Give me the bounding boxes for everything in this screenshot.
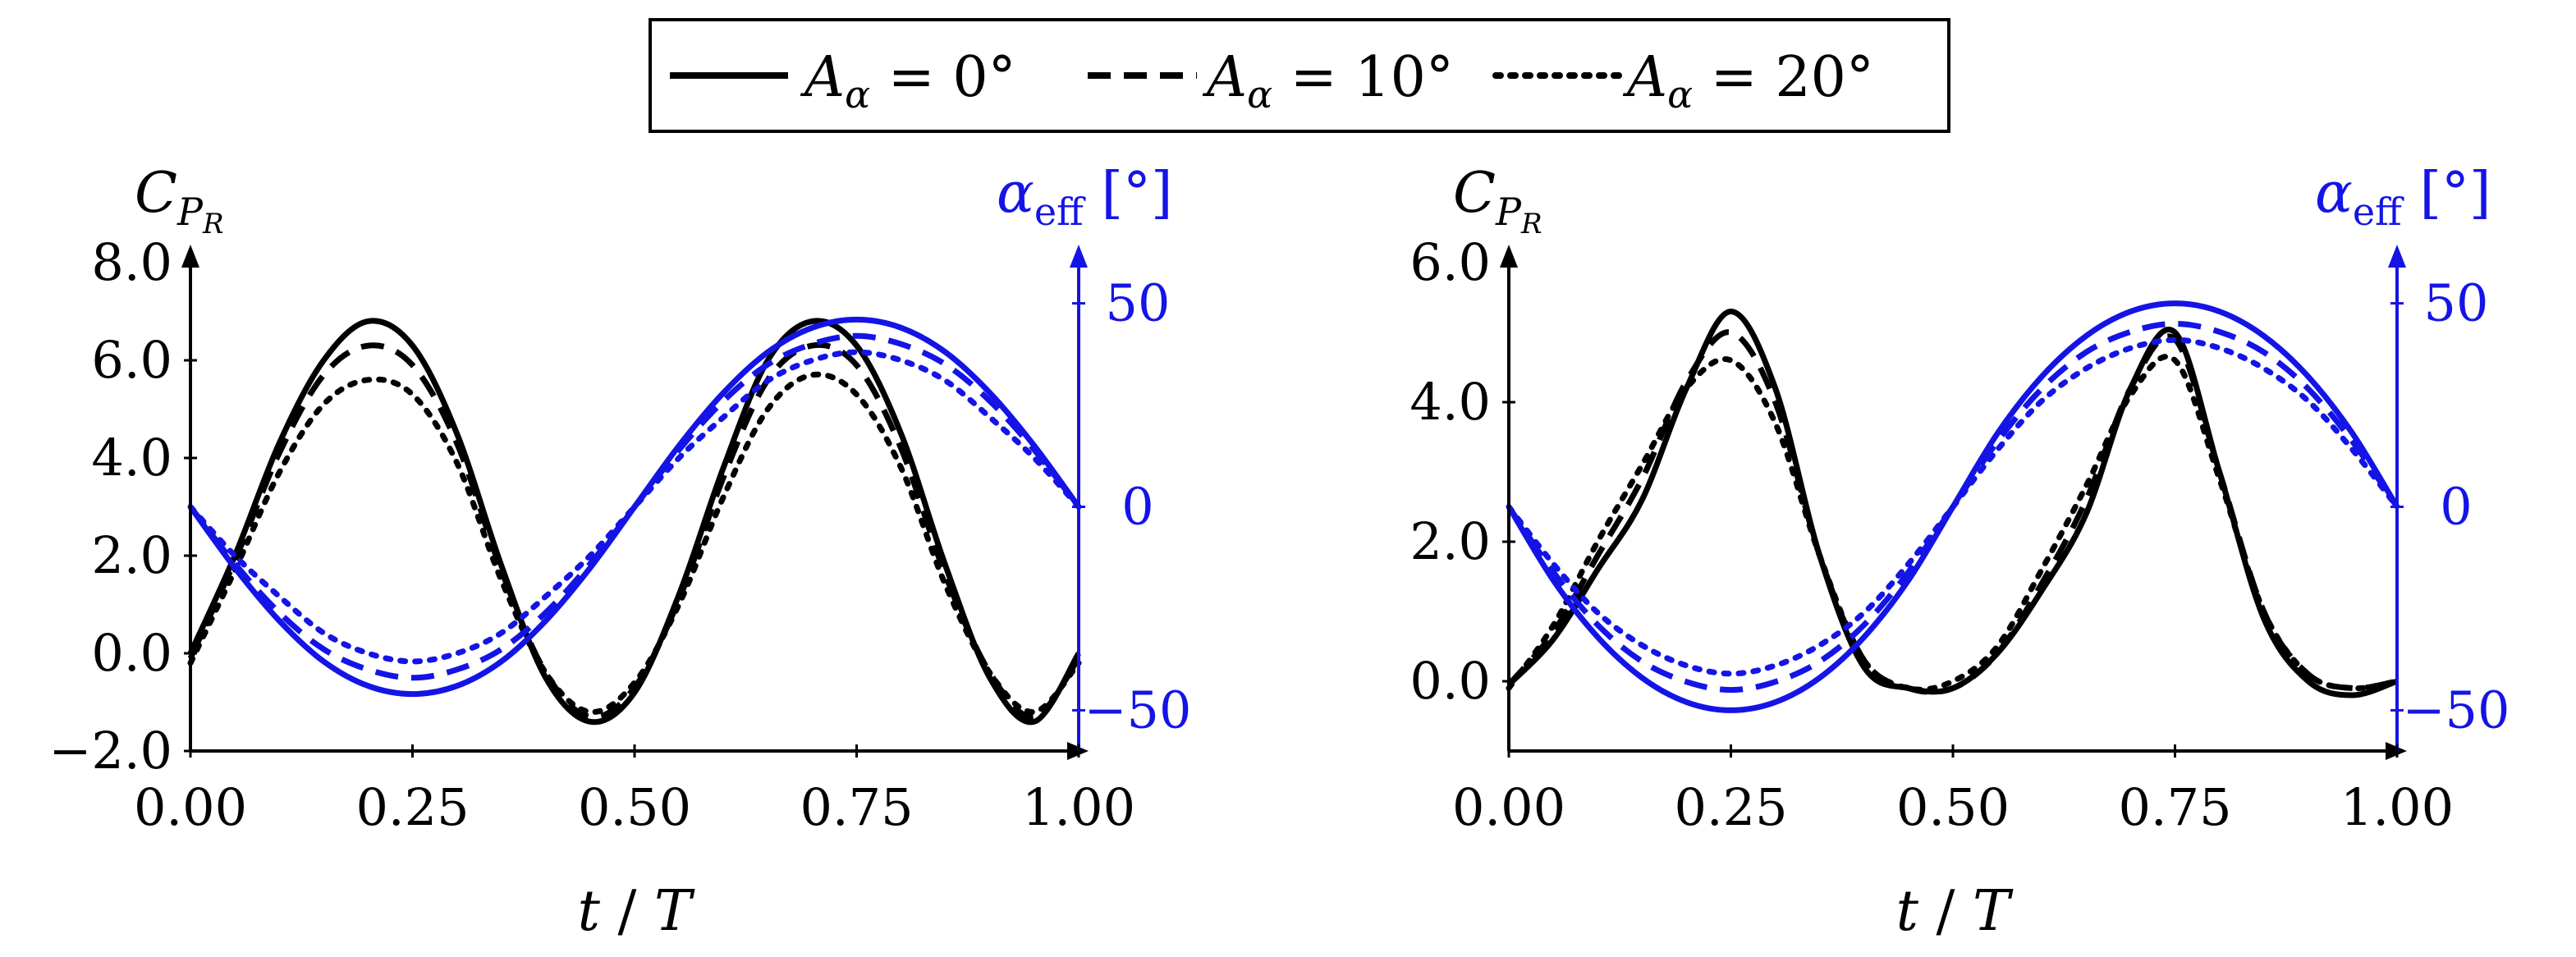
y-left-tick-label: −2.0 — [48, 721, 172, 781]
legend-label: Aα = 20° — [1622, 45, 1874, 117]
y-left-tick-label: 4.0 — [91, 428, 172, 488]
series-alpha-eff-dotted — [187, 349, 1082, 665]
x-axis-title: t / T — [578, 879, 695, 944]
y-left-tick-label: 2.0 — [91, 525, 172, 585]
legend-label-symbol: A — [800, 45, 845, 110]
series-alpha-eff-dashed — [188, 332, 1081, 681]
legend-label-subscript: α — [1247, 72, 1272, 117]
legend-label-value: = 10° — [1272, 45, 1454, 110]
x-tick-label: 1.00 — [1022, 777, 1135, 837]
y-left-title-subsub: R — [202, 208, 224, 240]
y-left-axis-title: CPR — [135, 161, 224, 240]
y-right-title-main: α — [2315, 161, 2353, 226]
x-axis-title-main: t — [1896, 879, 1919, 944]
y-right-tick-label: 50 — [2424, 273, 2489, 333]
y-right-title-tail: [°] — [1084, 161, 1173, 226]
x-tick-label: 0.75 — [2118, 777, 2231, 837]
legend-label: Aα = 0° — [800, 45, 1016, 117]
legend-label-symbol: A — [1202, 45, 1247, 110]
y-axis-right-arrow — [2388, 245, 2406, 268]
x-axis-title: t / T — [1896, 879, 2014, 944]
x-axis-title-slash: / — [1918, 879, 1973, 944]
y-left-title-main: C — [1453, 161, 1496, 226]
legend-box — [649, 18, 1950, 133]
x-tick-label: 0.25 — [1674, 777, 1787, 837]
y-right-title-tail: [°] — [2402, 161, 2491, 226]
x-axis-title-tail: T — [654, 879, 695, 944]
y-right-tick-label: −50 — [2403, 680, 2510, 740]
y-left-tick-label: 4.0 — [1409, 372, 1491, 432]
legend-label-subscript: α — [845, 72, 870, 117]
y-left-tick-label: 2.0 — [1409, 511, 1491, 571]
x-axis-title-tail: T — [1973, 879, 2014, 944]
y-left-tick-label: 6.0 — [91, 330, 172, 390]
y-right-tick-label: 0 — [2440, 477, 2472, 537]
chart-left: −2.0 0.0 2.0 4.0 6.0 8.0 −50 0 50 0.00 0.25 0.50 0.7… — [48, 161, 1191, 944]
legend-label: Aα = 10° — [1202, 45, 1454, 117]
x-tick-label: 0.00 — [134, 777, 247, 837]
y-right-tick-label: −50 — [1084, 680, 1192, 740]
y-left-title-sub: P — [176, 190, 204, 234]
series-cpr-dashed — [187, 341, 1081, 721]
y-right-axis-title: αeff [°] — [2315, 161, 2491, 234]
x-tick-label: 0.50 — [1896, 777, 2010, 837]
y-left-tick-label: 0.0 — [1409, 651, 1491, 711]
y-right-title-sub: eff — [1034, 190, 1086, 234]
y-left-tick-label: 6.0 — [1409, 232, 1491, 292]
y-right-tick-label: 50 — [1106, 273, 1171, 333]
y-axis-left-arrow — [1500, 245, 1518, 268]
y-right-tick-label: 0 — [1121, 477, 1153, 537]
x-tick-label: 0.25 — [355, 777, 469, 837]
y-left-title-subsub: R — [1520, 208, 1542, 240]
y-axis-right-arrow — [1070, 245, 1088, 268]
x-tick-label: 1.00 — [2340, 777, 2454, 837]
legend-label-value: = 0° — [870, 45, 1015, 110]
x-tick-label: 0.00 — [1452, 777, 1565, 837]
y-axis-left-arrow — [181, 245, 199, 268]
y-right-title-sub: eff — [2353, 190, 2404, 234]
y-left-title-main: C — [135, 161, 177, 226]
series-alpha-eff-dotted — [1506, 337, 2400, 677]
y-left-axis-title: CPR — [1453, 161, 1542, 240]
x-tick-label: 0.50 — [578, 777, 691, 837]
series-cpr-dotted — [1506, 353, 2400, 693]
y-left-title-sub: P — [1495, 190, 1522, 234]
x-axis-title-slash: / — [600, 879, 654, 944]
y-left-tick-label: 8.0 — [91, 232, 172, 292]
chart-right: 0.0 2.0 4.0 6.0 −50 0 50 0.00 0.25 0.50 0.75 1.00 t … — [1409, 161, 2510, 944]
legend-label-symbol: A — [1622, 45, 1667, 110]
legend-label-subscript: α — [1667, 72, 1693, 117]
legend-label-value: = 20° — [1693, 45, 1874, 110]
y-right-axis-title: αeff [°] — [997, 161, 1173, 234]
y-right-title-main: α — [997, 161, 1034, 226]
x-tick-label: 0.75 — [800, 777, 913, 837]
series-cpr-dotted — [187, 371, 1082, 715]
x-axis-title-main: t — [578, 879, 601, 944]
legend: Aα = 0° Aα = 10° Aα = 20° — [649, 18, 1950, 133]
y-left-tick-label: 0.0 — [91, 623, 172, 683]
